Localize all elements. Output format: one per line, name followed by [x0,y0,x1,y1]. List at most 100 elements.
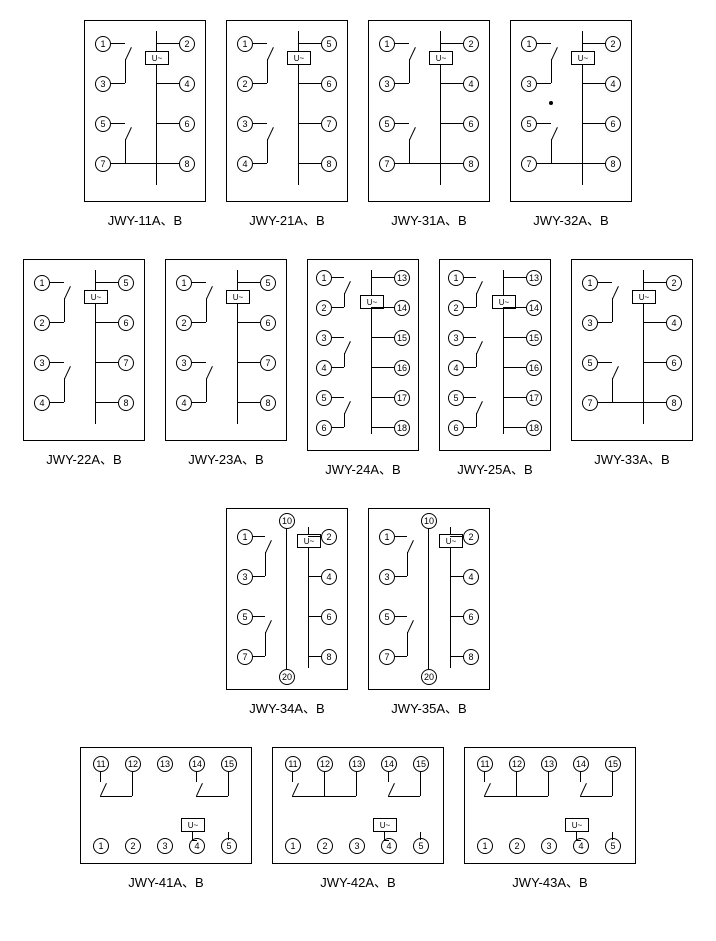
terminal-6: 6 [321,76,337,92]
relay-box: 12345678U~ [165,259,287,441]
terminal-5: 5 [316,390,332,406]
terminal-20: 20 [421,669,437,685]
terminal-2: 2 [509,838,525,854]
terminal-1: 1 [316,270,332,286]
terminal-5: 5 [582,355,598,371]
terminal-14: 14 [573,756,589,772]
terminal-2: 2 [321,529,337,545]
terminal-11: 11 [285,756,301,772]
diagram-label: JWY-31A、B [391,210,466,229]
terminal-3: 3 [448,330,464,346]
terminal-15: 15 [221,756,237,772]
terminal-13: 13 [541,756,557,772]
diagram-label: JWY-32A、B [533,210,608,229]
diagram-jwy-34: 135724681020U~JWY-34A、B [226,508,348,717]
terminal-13: 13 [526,270,542,286]
terminal-4: 4 [321,569,337,585]
relay-box: 12345678U~ [23,259,145,441]
terminal-7: 7 [379,156,395,172]
terminal-4: 4 [34,395,50,411]
relay-box: 13572468U~ [84,20,206,202]
terminal-5: 5 [321,36,337,52]
terminal-1: 1 [582,275,598,291]
coil: U~ [287,51,311,65]
diagram-jwy-31: 13572468U~JWY-31A、B [368,20,490,229]
terminal-1: 1 [285,838,301,854]
terminal-5: 5 [221,838,237,854]
diagram-label: JWY-43A、B [512,872,587,891]
terminal-3: 3 [541,838,557,854]
terminal-18: 18 [526,420,542,436]
terminal-6: 6 [118,315,134,331]
coil: U~ [632,290,656,304]
terminal-15: 15 [394,330,410,346]
diagram-jwy-23: 12345678U~JWY-23A、B [165,259,287,478]
terminal-1: 1 [95,36,111,52]
terminal-11: 11 [93,756,109,772]
terminal-8: 8 [666,395,682,411]
terminal-8: 8 [260,395,276,411]
terminal-1: 1 [176,275,192,291]
terminal-6: 6 [316,420,332,436]
terminal-16: 16 [526,360,542,376]
diagram-jwy-41: 111213141512345U~JWY-41A、B [80,747,252,891]
terminal-14: 14 [381,756,397,772]
coil: U~ [181,818,205,832]
terminal-8: 8 [321,649,337,665]
terminal-1: 1 [379,36,395,52]
terminal-3: 3 [237,116,253,132]
relay-box: 111213141512345U~ [464,747,636,864]
terminal-7: 7 [321,116,337,132]
terminal-6: 6 [463,116,479,132]
terminal-3: 3 [316,330,332,346]
terminal-12: 12 [125,756,141,772]
terminal-13: 13 [349,756,365,772]
diagram-label: JWY-35A、B [391,698,466,717]
terminal-2: 2 [237,76,253,92]
terminal-14: 14 [394,300,410,316]
terminal-7: 7 [582,395,598,411]
terminal-7: 7 [521,156,537,172]
terminal-6: 6 [605,116,621,132]
terminal-14: 14 [189,756,205,772]
terminal-8: 8 [463,156,479,172]
terminal-4: 4 [179,76,195,92]
diagram-label: JWY-11A、B [108,210,182,229]
diagram-label: JWY-42A、B [320,872,395,891]
terminal-15: 15 [413,756,429,772]
diagram-jwy-24: 123456131415161718U~JWY-24A、B [307,259,419,478]
terminal-5: 5 [237,609,253,625]
terminal-6: 6 [463,609,479,625]
terminal-2: 2 [448,300,464,316]
diagram-jwy-43: 111213141512345U~JWY-43A、B [464,747,636,891]
terminal-1: 1 [448,270,464,286]
terminal-2: 2 [605,36,621,52]
terminal-1: 1 [237,36,253,52]
relay-box: 111213141512345U~ [272,747,444,864]
terminal-4: 4 [316,360,332,376]
relay-box: 13572468U~ [571,259,693,441]
diagram-row: 135724681020U~JWY-34A、B135724681020U~JWY… [20,508,696,717]
diagram-label: JWY-23A、B [188,449,263,468]
terminal-7: 7 [260,355,276,371]
diagram-row: 111213141512345U~JWY-41A、B11121314151234… [20,747,696,891]
terminal-15: 15 [605,756,621,772]
terminal-20: 20 [279,669,295,685]
diagram-jwy-33: 13572468U~JWY-33A、B [571,259,693,478]
terminal-3: 3 [349,838,365,854]
relay-box: 135724681020U~ [226,508,348,690]
terminal-2: 2 [176,315,192,331]
terminal-14: 14 [526,300,542,316]
terminal-5: 5 [448,390,464,406]
terminal-8: 8 [463,649,479,665]
terminal-17: 17 [526,390,542,406]
terminal-4: 4 [448,360,464,376]
terminal-12: 12 [509,756,525,772]
relay-box: 12345678U~ [226,20,348,202]
terminal-3: 3 [157,838,173,854]
terminal-4: 4 [237,156,253,172]
terminal-5: 5 [413,838,429,854]
diagram-label: JWY-22A、B [46,449,121,468]
diagram-jwy-32: 13572468U~JWY-32A、B [510,20,632,229]
terminal-1: 1 [93,838,109,854]
